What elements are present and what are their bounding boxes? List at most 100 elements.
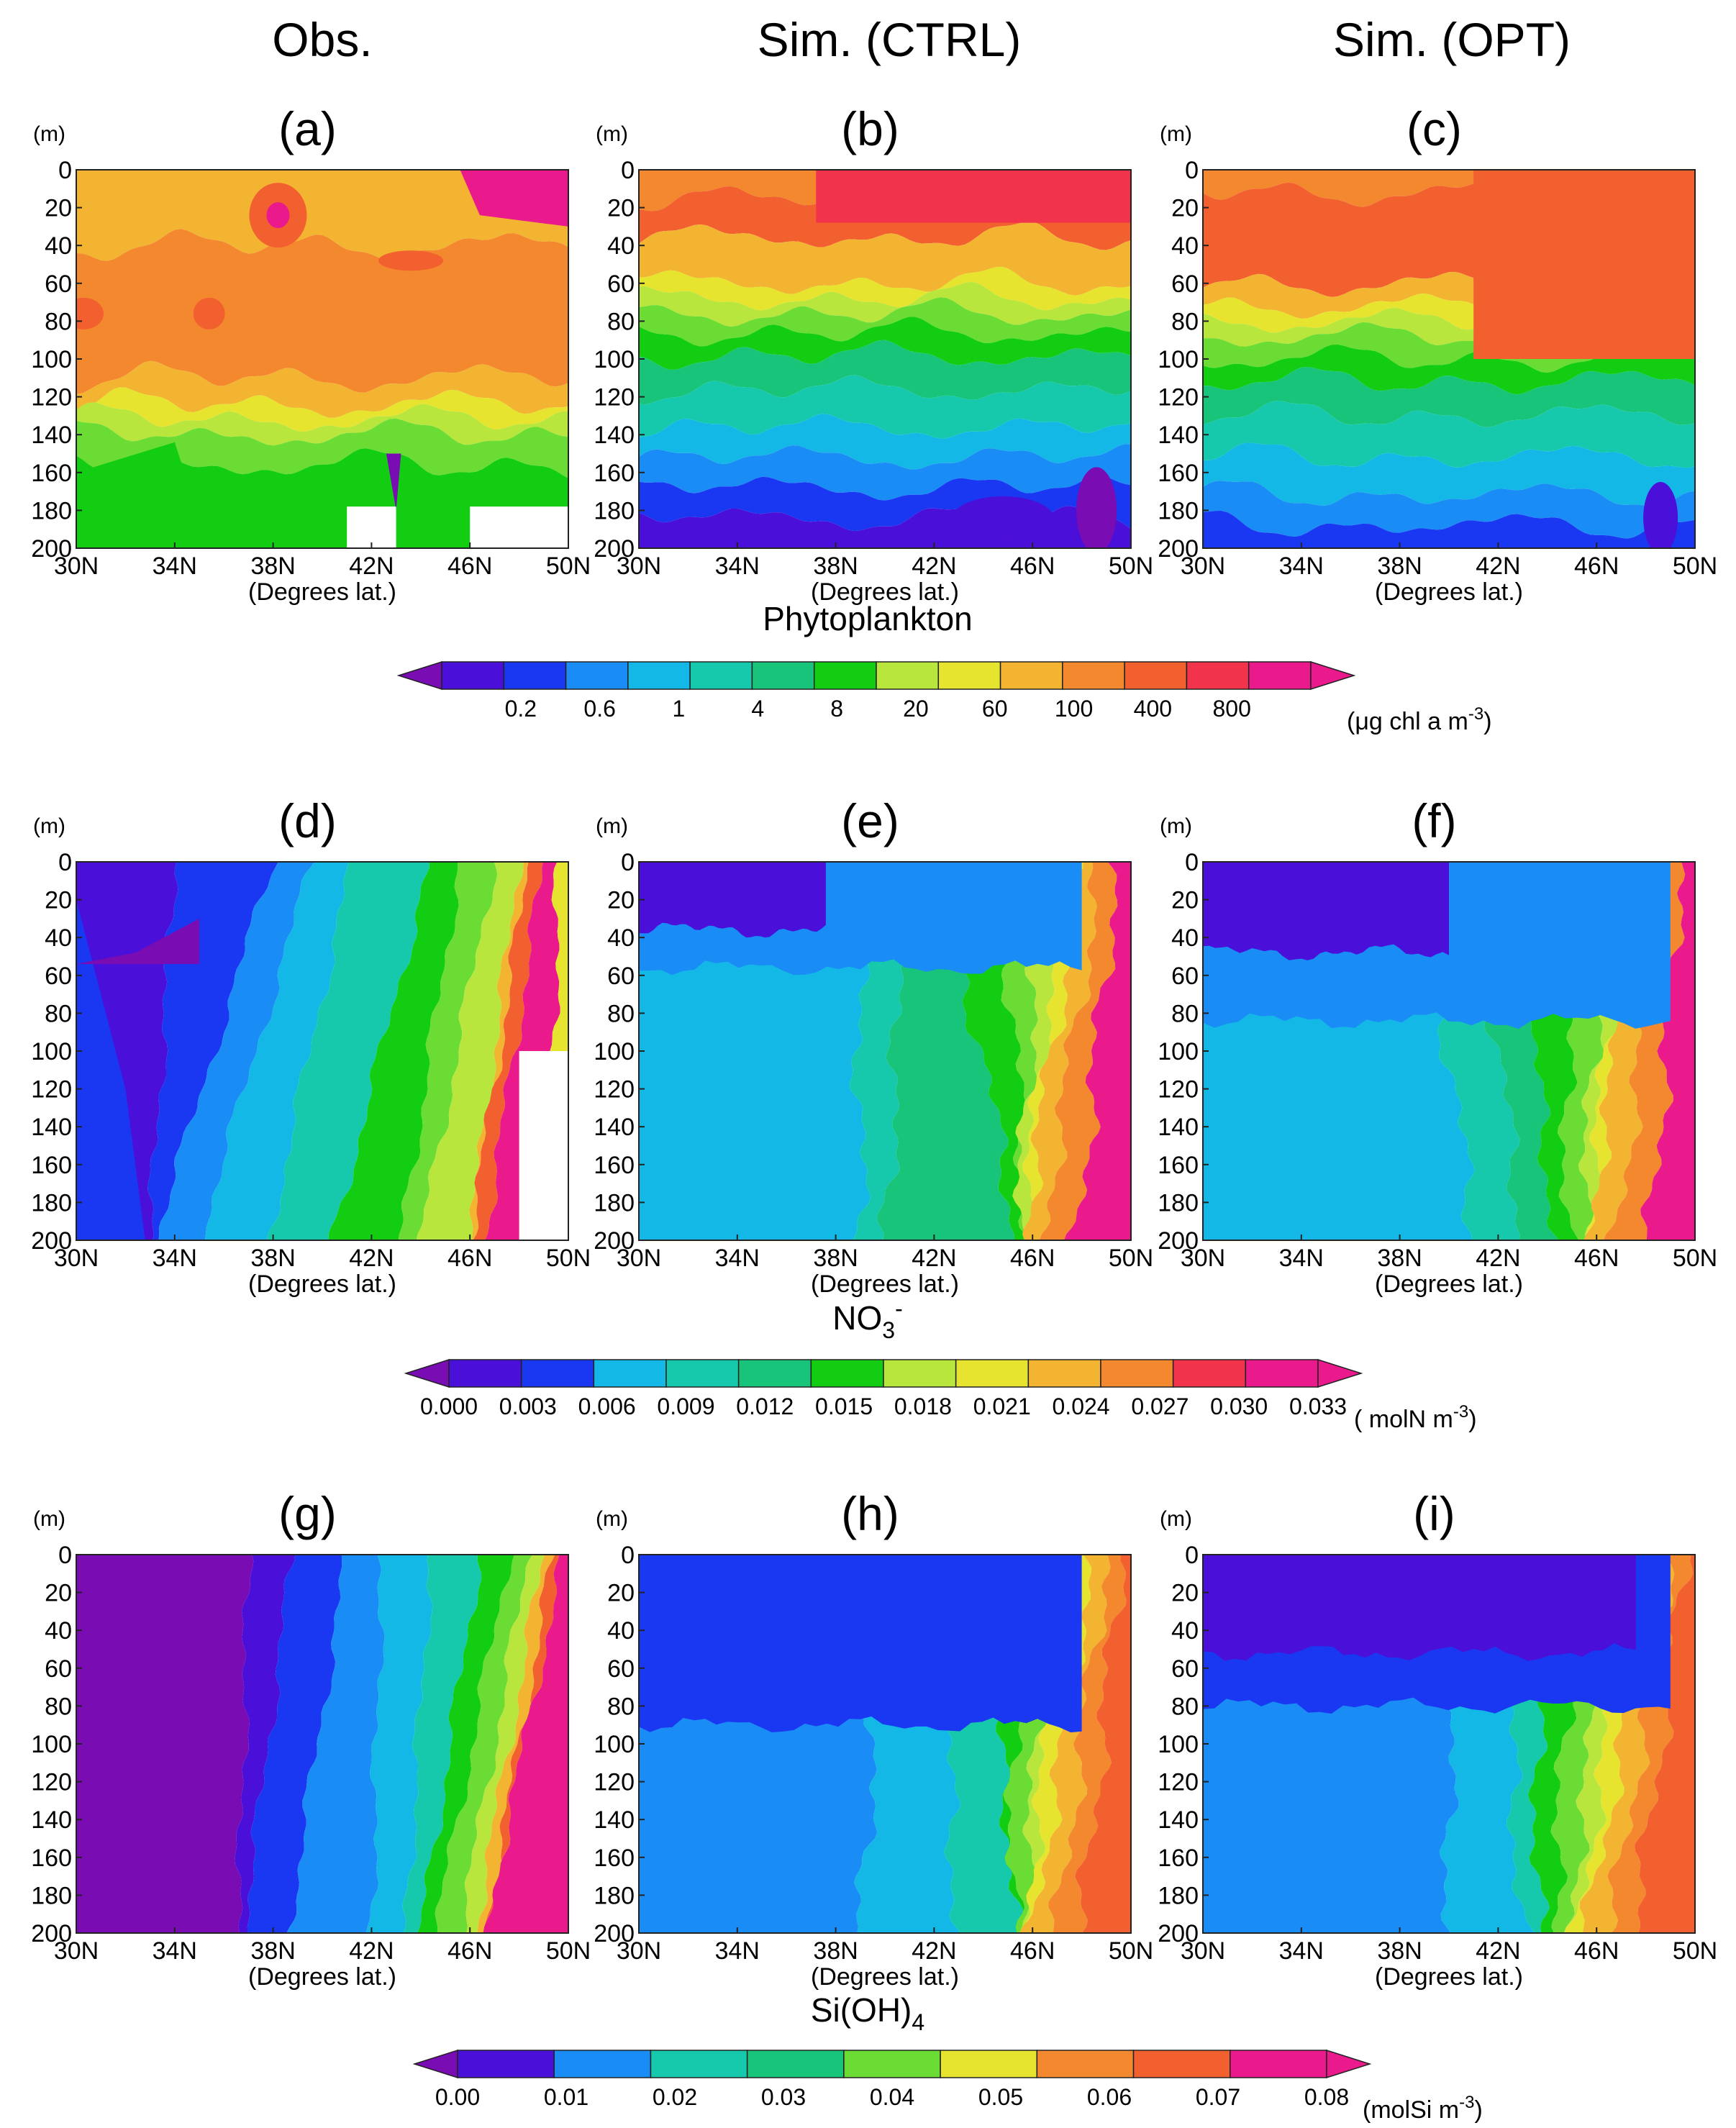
colorbar-swatch	[1245, 1359, 1319, 1388]
contour-plot	[639, 170, 1131, 548]
contour-band	[378, 250, 444, 271]
colorbar-tick-label: 0.009	[657, 1393, 714, 1419]
colorbar-tick-label: 0.06	[1087, 2084, 1132, 2110]
contour-band	[953, 496, 1054, 540]
y-tick-label: 140	[1158, 1114, 1199, 1141]
contour-band	[76, 360, 568, 418]
y-tick-label: 180	[1158, 497, 1199, 524]
y-tick-label: 180	[1158, 1189, 1199, 1217]
colorbar-swatch	[665, 1359, 740, 1388]
missing-data-mask	[519, 1051, 568, 1240]
colorbar-tick-label: 0.006	[578, 1393, 636, 1419]
colorbar-swatch	[1124, 661, 1188, 690]
contour-band	[76, 1555, 254, 1933]
x-tick-label: 50N	[1109, 1937, 1153, 1965]
x-tick-label: 38N	[250, 1245, 295, 1272]
contour-band	[1640, 862, 1695, 1240]
colorbar-max-arrow	[1326, 2049, 1372, 2079]
y-tick-label: 80	[607, 1000, 635, 1027]
contour-band	[366, 1555, 433, 1933]
y-tick-label: 180	[594, 1882, 635, 1909]
x-tick-label: 42N	[349, 553, 394, 580]
contour-band	[158, 862, 315, 1240]
y-tick-label: 140	[31, 422, 72, 449]
x-tick-label: 30N	[54, 553, 99, 580]
contour-band	[1203, 862, 1449, 960]
y-tick-label: 60	[607, 270, 635, 298]
contour-band	[1643, 481, 1678, 548]
colorbar-tick-label: 20	[903, 696, 929, 722]
x-tick-label: 38N	[1377, 1245, 1422, 1272]
x-axis-label: (Degrees lat.)	[1375, 1270, 1523, 1298]
x-tick-label: 50N	[546, 553, 591, 580]
y-tick-label: 200	[31, 1227, 72, 1255]
colorbar-tick-label: 0.01	[544, 2084, 588, 2110]
y-tick-label: 200	[31, 1920, 72, 1947]
x-tick-label: 50N	[1109, 553, 1153, 580]
contour-band	[76, 918, 199, 965]
colorbar-swatch	[746, 2050, 845, 2078]
colorbar-swatch	[1248, 661, 1312, 690]
contour-band	[639, 375, 1131, 439]
contour-band	[1203, 401, 1695, 468]
x-tick-label: 46N	[447, 1937, 492, 1965]
contour-band	[1203, 1183, 1376, 1240]
y-tick-label: 60	[45, 270, 72, 298]
colorbar-max-arrow	[1317, 1358, 1363, 1388]
y-tick-label: 120	[1158, 1769, 1199, 1796]
column-header-ctrl: Sim. (CTRL)	[758, 13, 1022, 66]
colorbar-min-arrow	[396, 660, 442, 691]
contour-band	[639, 862, 826, 938]
x-tick-label: 42N	[349, 1937, 394, 1965]
y-tick-label: 40	[607, 1617, 635, 1645]
colorbar-tick-label: 0.05	[978, 2084, 1023, 2110]
y-tick-label: 100	[594, 1038, 635, 1065]
colorbar-tick-label: 0.02	[653, 2084, 697, 2110]
contour-band	[1063, 862, 1131, 1240]
colorbar-swatch	[1230, 2050, 1327, 2078]
x-tick-label: 34N	[715, 553, 760, 580]
y-tick-label: 0	[621, 157, 635, 184]
colorbar-tick-label: 0.018	[894, 1393, 952, 1419]
y-tick-label: 200	[31, 535, 72, 563]
x-axis-label: (Degrees lat.)	[1375, 1963, 1523, 1991]
y-tick-label: 80	[1171, 1693, 1199, 1720]
x-tick-label: 38N	[250, 553, 295, 580]
x-tick-label: 30N	[617, 1937, 661, 1965]
y-tick-label: 160	[31, 460, 72, 487]
y-tick-label: 140	[594, 1114, 635, 1141]
y-tick-label: 180	[31, 1189, 72, 1217]
contour-band	[639, 1555, 1082, 1733]
contour-band	[639, 340, 1131, 405]
y-tick-label: 120	[594, 1769, 635, 1796]
colorbar-swatch	[448, 1359, 522, 1388]
x-tick-label: 46N	[1574, 1937, 1619, 1965]
colorbar-sioh4: Si(OH)4 0.00 0.01 0.02 0.03 0.04 0.05 0.06 0.07 0…	[412, 1991, 1483, 2124]
x-tick-label: 30N	[617, 1245, 661, 1272]
y-tick-label: 80	[45, 1000, 72, 1027]
contour-band	[76, 899, 145, 1240]
x-tick-label: 42N	[1476, 553, 1520, 580]
contour-band	[235, 1555, 296, 1933]
colorbar-swatch	[593, 1359, 667, 1388]
x-tick-label: 30N	[54, 1245, 99, 1272]
colorbar-swatch	[553, 2050, 652, 2078]
colorbar-tick-label: 0.03	[761, 2084, 806, 2110]
contour-plot	[76, 170, 568, 548]
contour-band	[286, 1555, 385, 1933]
x-tick-label: 42N	[1476, 1937, 1520, 1965]
colorbar-tick-label: 0.07	[1196, 2084, 1240, 2110]
contour-band	[1635, 1555, 1695, 1933]
y-tick-label: 20	[1171, 195, 1199, 222]
y-tick-label: 80	[45, 1693, 72, 1720]
x-tick-label: 38N	[813, 553, 858, 580]
y-tick-label: 160	[1158, 1152, 1199, 1179]
contour-band	[266, 862, 430, 1240]
panel-label: (b)	[841, 102, 899, 155]
y-tick-label: 80	[45, 308, 72, 335]
